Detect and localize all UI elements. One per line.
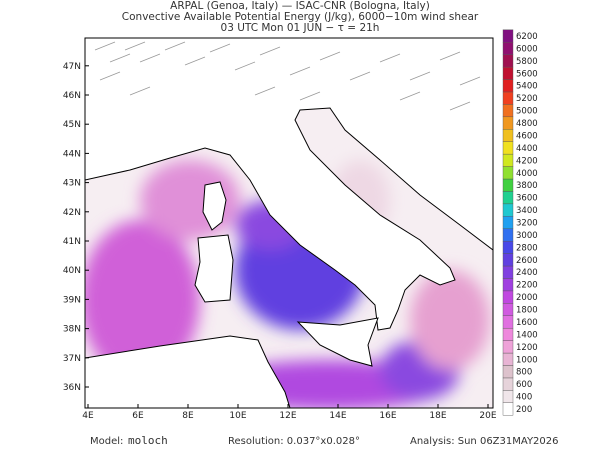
colorbar-cell [502,54,514,68]
colorbar-cell [502,216,514,229]
map-frame [84,37,494,409]
lat-label: 43N [63,179,81,189]
colorbar-label: 1600 [516,318,538,328]
colorbar-label: 3400 [516,206,538,216]
title-line: 03 UTC Mon 01 JUN − τ = 21h [221,22,380,34]
colorbar-cell [502,104,514,118]
colorbar-label: 4200 [516,156,538,166]
lon-label: 14E [329,411,346,421]
colorbar-label: 200 [516,405,532,415]
lon-label: 4E [82,411,94,421]
colorbar-cell [502,327,514,341]
colorbar-cell [502,42,514,55]
colorbar-cell [502,253,514,267]
lat-label: 38N [63,325,81,335]
lon-label: 10E [229,411,246,421]
colorbar-cell [502,402,514,416]
corsica [202,181,227,231]
colorbar-cell [502,340,514,354]
colorbar-cell [502,116,514,130]
lon-label: 12E [279,411,296,421]
sardinia [194,234,234,303]
footer-model-label: Model: [90,436,123,447]
colorbar-label: 6200 [516,32,538,42]
colorbar-cell [502,141,514,155]
sicily [296,317,379,367]
colorbar-cell [502,153,514,167]
wind-barbs [94,41,481,111]
colorbar-label: 600 [516,380,532,390]
colorbar-cell [502,265,514,279]
colorbar-cell [502,191,514,205]
colorbar-label: 1000 [516,355,538,365]
colorbar-label: 4400 [516,144,538,154]
lat-label: 37N [63,354,81,364]
lat-label: 36N [63,383,81,393]
colorbar-cell [502,290,514,304]
colorbar-label: 2800 [516,243,538,253]
lon-label: 16E [379,411,396,421]
colorbar-label: 1800 [516,306,538,316]
colorbar-label: 4600 [516,131,538,141]
colorbar-cell [502,352,514,366]
colorbar-label: 6000 [516,44,538,54]
colorbar-cell [502,203,514,217]
africa [85,335,291,408]
lat-label: 41N [63,237,81,247]
colorbar-label: 2400 [516,268,538,278]
colorbar-label: 5400 [516,82,538,92]
lat-label: 40N [63,266,81,276]
lat-label: 42N [63,208,81,218]
map [85,38,493,408]
colorbar-cell [502,79,514,93]
colorbar-label: 2200 [516,281,538,291]
colorbar-label: 5200 [516,94,538,104]
colorbar-cell [502,390,514,403]
colorbar-label: 800 [516,368,532,378]
colorbar-label: 1400 [516,330,538,340]
colorbar-label: 3800 [516,181,538,191]
colorbar-label: 5800 [516,57,538,67]
colorbar-cell [502,178,514,192]
lon-label: 18E [429,411,446,421]
lon-label: 8E [182,411,194,421]
colorbar-label: 5000 [516,107,538,117]
colorbar-label: 4000 [516,169,538,179]
colorbar-label: 3200 [516,219,538,229]
lat-label: 46N [63,91,81,101]
footer-analysis: Analysis: Sun 06Z31MAY2026 [410,436,559,447]
lon-label: 20E [479,411,496,421]
colorbar-cell [502,66,514,80]
colorbar-label: 400 [516,393,532,403]
colorbar-cell [502,315,514,329]
colorbar-cell [502,278,514,292]
lon-label: 6E [132,411,144,421]
land [85,38,493,331]
colorbar-cell [502,228,514,242]
lat-label: 44N [63,149,81,159]
colorbar-cell [502,240,514,254]
colorbar-label: 3600 [516,194,538,204]
colorbar-label: 1200 [516,343,538,353]
colorbar-label: 4800 [516,119,538,129]
footer-model: moloch [128,434,168,447]
colorbar-cell [502,377,514,391]
title-line: Convective Available Potential Energy (J… [122,11,479,23]
colorbar-cell [502,129,514,142]
colorbar-cell [502,166,514,180]
colorbar-cell [502,303,514,316]
lat-label: 45N [63,120,81,130]
colorbar-cell [502,91,514,105]
colorbar-label: 3000 [516,231,538,241]
title-line: ARPAL (Genoa, Italy) — ISAC-CNR (Bologna… [170,0,430,12]
colorbar-label: 2600 [516,256,538,266]
footer-resolution: Resolution: 0.037°x0.028° [228,436,360,447]
colorbar-label: 2000 [516,293,538,303]
lat-label: 39N [63,295,81,305]
lat-label: 47N [63,62,81,72]
colorbar-label: 5600 [516,69,538,79]
colorbar-cell [502,365,514,379]
colorbar-cell [502,29,514,43]
